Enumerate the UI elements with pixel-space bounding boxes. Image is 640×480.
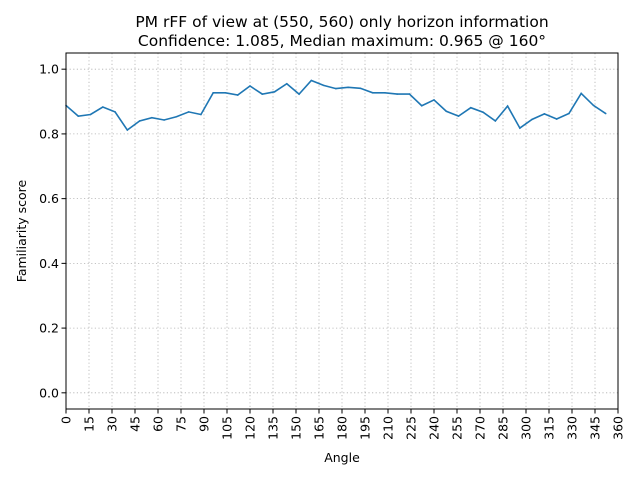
y-tick-label: 1.0 (39, 62, 59, 77)
data-point (224, 92, 227, 94)
x-tick-label: 225 (404, 416, 419, 440)
y-tick-label: 0.6 (39, 191, 59, 206)
data-point (212, 92, 214, 94)
data-point (433, 99, 435, 101)
data-point (261, 93, 264, 95)
plot-area-frame (65, 52, 619, 410)
data-point (531, 118, 533, 121)
x-tick-label: 120 (243, 416, 258, 440)
y-axis-label: Familiarity score (14, 179, 29, 282)
series-layer (65, 79, 607, 132)
data-point (77, 115, 80, 117)
data-point (163, 119, 165, 121)
x-tick-label: 195 (358, 416, 373, 440)
x-tick-label: 210 (381, 416, 396, 440)
data-point (310, 79, 313, 82)
data-point (592, 104, 595, 107)
data-point (604, 112, 607, 115)
data-point (200, 113, 202, 116)
x-tick-label: 300 (519, 416, 534, 440)
x-tick-label: 105 (220, 416, 235, 440)
x-tick-label: 150 (289, 416, 304, 440)
data-point (151, 116, 153, 119)
x-axis-label: Angle (324, 450, 360, 465)
data-point (482, 111, 484, 114)
data-point (420, 104, 423, 107)
x-tick-label: 285 (496, 416, 511, 440)
x-tick-label: 135 (266, 416, 281, 440)
x-tick-label: 30 (105, 416, 120, 432)
y-tick-label: 0.4 (39, 256, 59, 271)
x-tick-label: 165 (312, 416, 327, 440)
data-point (187, 111, 190, 113)
chart-title: PM rFF of view at (550, 560) only horizo… (135, 13, 548, 31)
data-point (580, 92, 582, 95)
data-point (506, 105, 509, 107)
data-point (138, 120, 141, 122)
data-point (408, 93, 411, 95)
x-tick-label: 270 (473, 416, 488, 440)
data-point (175, 115, 178, 118)
data-point (555, 118, 558, 120)
x-tick-label: 315 (542, 416, 557, 440)
y-tick-label: 0.8 (39, 126, 59, 141)
x-tick-label: 345 (588, 416, 603, 440)
data-point (519, 127, 521, 129)
data-point (126, 129, 129, 131)
x-tick-label: 90 (197, 416, 212, 432)
data-point (396, 93, 399, 95)
x-tick-label: 75 (174, 416, 189, 432)
data-point (445, 110, 448, 113)
data-point (494, 120, 497, 122)
data-point (335, 87, 337, 90)
data-point (236, 94, 239, 96)
x-tick-label: 255 (450, 416, 465, 440)
data-point (89, 113, 92, 116)
data-point (102, 106, 104, 108)
data-point (114, 111, 116, 113)
y-tick-label: 0.2 (39, 321, 59, 336)
y-tick-label: 0.0 (39, 385, 59, 400)
x-tick-label: 0 (59, 416, 74, 424)
data-point (384, 92, 386, 94)
data-point (273, 91, 276, 93)
axis-ticks: 0 15 30 45 60 75 90 105 120 135 150 165 180 195 210 225… (39, 62, 625, 440)
x-tick-label: 60 (151, 416, 166, 432)
x-tick-label: 15 (82, 416, 97, 432)
x-tick-label: 180 (335, 416, 350, 440)
data-point (470, 106, 472, 109)
grid-lines (65, 53, 619, 409)
data-point (543, 113, 546, 115)
x-tick-label: 330 (565, 416, 580, 440)
data-point (347, 86, 349, 89)
data-point (298, 93, 300, 95)
data-point (371, 92, 374, 94)
data-point (457, 115, 460, 117)
data-point (286, 82, 288, 85)
x-tick-label: 45 (128, 416, 143, 432)
data-point (359, 87, 362, 90)
chart-subtitle: Confidence: 1.085, Median maximum: 0.965… (138, 32, 546, 50)
data-point (249, 85, 251, 87)
x-tick-label: 240 (427, 416, 442, 440)
data-point (568, 112, 570, 115)
x-tick-label: 360 (611, 416, 626, 440)
data-point (322, 84, 325, 87)
